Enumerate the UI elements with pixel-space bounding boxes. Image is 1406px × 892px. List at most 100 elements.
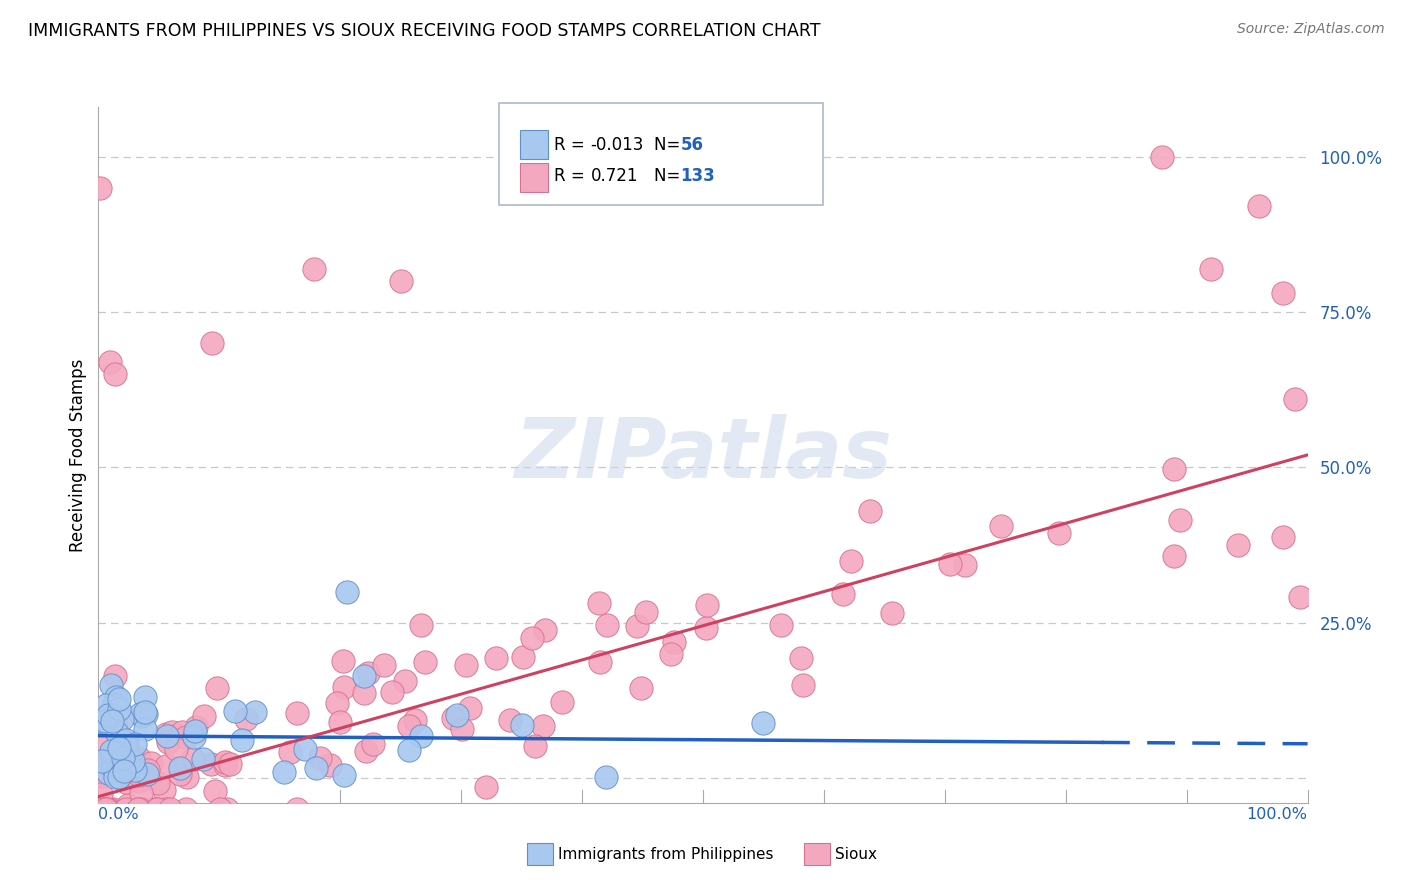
Point [938, 557, 960, 571]
Point [128, 751, 150, 765]
Point [183, 730, 205, 744]
Point [659, 648, 682, 662]
Point [155, 726, 177, 740]
Point [953, 558, 976, 572]
Point [129, 786, 152, 800]
Point [165, 741, 187, 756]
Point [141, 802, 163, 816]
Point [91, 802, 114, 816]
Point [456, 658, 478, 673]
Point [1284, 392, 1306, 407]
Y-axis label: Receiving Food Stamps: Receiving Food Stamps [69, 359, 87, 551]
Point [305, 761, 328, 775]
Point [285, 706, 308, 720]
Point [128, 802, 150, 816]
Point [201, 336, 224, 351]
Point [533, 623, 555, 637]
Point [100, 744, 122, 758]
Point [169, 766, 191, 780]
Point [353, 686, 375, 700]
Point [1272, 286, 1295, 301]
Point [174, 802, 197, 816]
Text: N=: N= [654, 167, 685, 185]
Point [1163, 549, 1185, 563]
Point [155, 759, 177, 773]
Point [790, 650, 813, 665]
Point [630, 681, 652, 695]
Point [522, 631, 544, 645]
Point [114, 765, 136, 780]
Point [125, 802, 148, 816]
Point [333, 767, 356, 781]
Point [115, 732, 138, 747]
Point [90, 755, 112, 769]
Point [129, 707, 152, 722]
Point [832, 586, 855, 600]
Point [115, 739, 138, 754]
Point [155, 802, 177, 816]
Point [596, 618, 619, 632]
Point [1226, 538, 1249, 552]
Point [127, 802, 149, 816]
Point [117, 798, 139, 813]
Point [1168, 513, 1191, 527]
Point [278, 745, 301, 759]
Point [128, 768, 150, 782]
Point [100, 678, 122, 692]
Point [512, 649, 534, 664]
Point [184, 720, 207, 734]
Point [157, 735, 180, 749]
Point [122, 767, 145, 781]
Point [107, 741, 129, 756]
Text: -0.013: -0.013 [591, 136, 644, 153]
Point [101, 761, 124, 775]
Point [146, 776, 169, 790]
Point [381, 684, 404, 698]
Point [153, 782, 176, 797]
Point [404, 713, 426, 727]
Point [859, 504, 882, 518]
Point [107, 692, 129, 706]
Point [98, 355, 121, 369]
Point [1272, 530, 1295, 544]
Point [273, 765, 295, 780]
Point [91, 756, 114, 771]
Point [441, 711, 464, 725]
Point [1199, 261, 1222, 276]
Point [191, 752, 214, 766]
Point [1249, 199, 1271, 213]
Point [159, 802, 181, 816]
Point [235, 712, 257, 726]
Point [990, 519, 1012, 533]
Text: N=: N= [654, 136, 685, 153]
Point [588, 596, 610, 610]
Point [353, 669, 375, 683]
Point [214, 756, 236, 770]
Point [302, 261, 325, 276]
Point [218, 756, 240, 771]
Point [662, 635, 685, 649]
Point [626, 618, 648, 632]
Text: 133: 133 [681, 167, 716, 185]
Point [101, 714, 124, 728]
Point [97, 765, 120, 780]
Point [105, 726, 128, 740]
Point [636, 605, 658, 619]
Text: 100.0%: 100.0% [1247, 807, 1308, 822]
Point [184, 724, 207, 739]
Point [398, 743, 420, 757]
Point [695, 621, 717, 635]
Point [285, 802, 308, 816]
Point [134, 690, 156, 705]
Point [792, 678, 814, 692]
Point [1152, 150, 1174, 164]
Point [115, 744, 138, 758]
Point [398, 719, 420, 733]
Point [115, 802, 138, 816]
Point [108, 753, 131, 767]
Point [181, 752, 204, 766]
Point [134, 705, 156, 719]
Point [128, 774, 150, 789]
Point [108, 702, 131, 716]
Point [510, 717, 533, 731]
